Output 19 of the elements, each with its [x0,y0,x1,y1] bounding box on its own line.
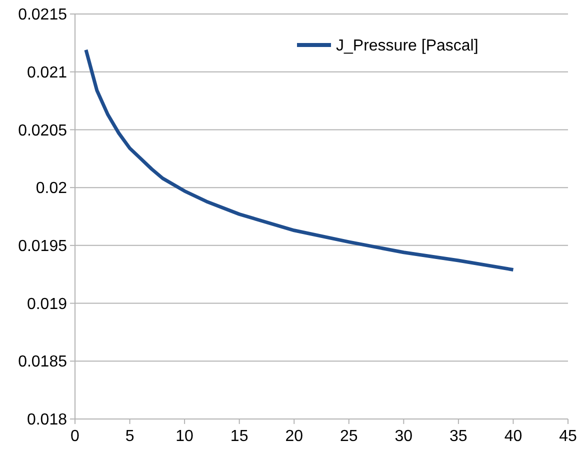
y-tick-label: 0.0195 [18,238,68,256]
y-tick-label: 0.021 [26,64,68,82]
x-tick-label: 20 [285,428,304,445]
x-tick-label: 30 [394,428,413,445]
x-tick-label: 25 [340,428,358,445]
y-tick-label: 0.0185 [18,354,68,371]
x-tick-label: 45 [559,428,577,445]
x-tick-label: 0 [70,428,80,445]
y-tick-label: 0.0215 [18,6,68,24]
y-tick-label: 0.018 [26,412,68,429]
y-tick-label: 0.02 [36,180,68,198]
y-tick-label: 0.019 [26,296,68,313]
x-tick-label: 5 [125,428,134,445]
x-tick-label: 35 [450,428,468,445]
y-tick-label: 0.0205 [18,122,68,140]
legend-label: J_Pressure [Pascal] [336,38,478,55]
x-tick-label: 15 [230,428,248,445]
x-tick-label: 10 [176,428,194,445]
x-tick-label: 40 [504,428,522,445]
